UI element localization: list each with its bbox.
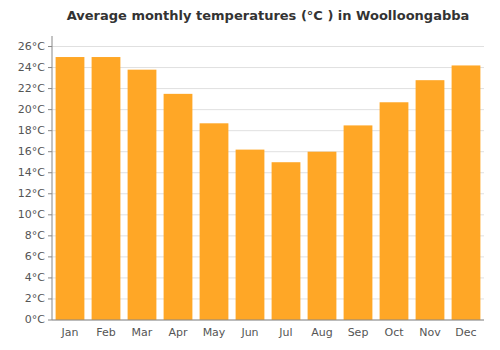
y-tick-label: 2°C: [25, 292, 45, 305]
x-tick-label: Nov: [419, 326, 441, 339]
y-tick-label: 6°C: [25, 250, 45, 263]
bar: [308, 152, 337, 320]
y-tick: [48, 172, 52, 173]
y-tick: [48, 214, 52, 215]
grid-line: [52, 320, 484, 321]
y-tick-label: 22°C: [18, 82, 45, 95]
y-tick-label: 8°C: [25, 229, 45, 242]
chart: Average monthly temperatures (°C ) in Wo…: [0, 0, 500, 350]
chart-container: Average monthly temperatures (°C ) in Wo…: [0, 0, 500, 350]
x-tick-label: Dec: [455, 326, 476, 339]
x-tick-label: Jan: [61, 326, 79, 339]
x-axis-line: [52, 320, 484, 321]
bar: [236, 150, 265, 320]
bar: [164, 94, 193, 320]
bar: [128, 70, 157, 320]
y-tick-label: 20°C: [18, 103, 45, 116]
x-tick-label: Sep: [348, 326, 369, 339]
bar: [92, 57, 121, 320]
x-tick-label: May: [203, 326, 226, 339]
y-tick: [48, 320, 52, 321]
y-tick: [48, 67, 52, 68]
grid-line: [52, 46, 484, 47]
x-tick-label: Aug: [311, 326, 332, 339]
y-tick: [48, 151, 52, 152]
x-tick-label: Jul: [278, 326, 292, 339]
y-axis: 0°C 2°C 4°C 6°C 8°C 10°C 12°C 14°C 16°C 18°C 20°C 2…: [18, 36, 484, 326]
y-tick-label: 0°C: [25, 313, 45, 326]
y-tick-label: 14°C: [18, 166, 45, 179]
x-tick-label: Jun: [240, 326, 258, 339]
y-tick: [48, 130, 52, 131]
bar: [344, 125, 373, 320]
y-tick: [48, 235, 52, 236]
x-axis: Jan Feb Mar Apr May Jun Jul Aug Sep Oct Nov Dec: [52, 320, 484, 339]
y-tick-label: 16°C: [18, 145, 45, 158]
y-tick-label: 12°C: [18, 187, 45, 200]
y-tick: [48, 109, 52, 110]
x-tick-label: Apr: [168, 326, 188, 339]
y-tick: [48, 193, 52, 194]
x-tick-label: Mar: [132, 326, 153, 339]
y-tick: [48, 46, 52, 47]
bar: [452, 65, 481, 320]
y-tick-label: 26°C: [18, 40, 45, 53]
x-tick-label: Feb: [96, 326, 115, 339]
bar: [380, 102, 409, 320]
x-tick-label: Oct: [384, 326, 404, 339]
y-tick-label: 10°C: [18, 208, 45, 221]
bars: [56, 57, 481, 320]
title: Average monthly temperatures (°C ) in Wo…: [67, 8, 470, 23]
bar: [272, 162, 301, 320]
bar: [56, 57, 85, 320]
y-tick-label: 4°C: [25, 271, 45, 284]
bar: [416, 80, 445, 320]
y-tick: [48, 88, 52, 89]
y-tick: [48, 298, 52, 299]
y-tick: [48, 277, 52, 278]
y-tick: [48, 256, 52, 257]
bar: [200, 123, 229, 320]
y-axis-line: [52, 36, 53, 320]
y-tick-label: 18°C: [18, 124, 45, 137]
y-tick-label: 24°C: [18, 61, 45, 74]
